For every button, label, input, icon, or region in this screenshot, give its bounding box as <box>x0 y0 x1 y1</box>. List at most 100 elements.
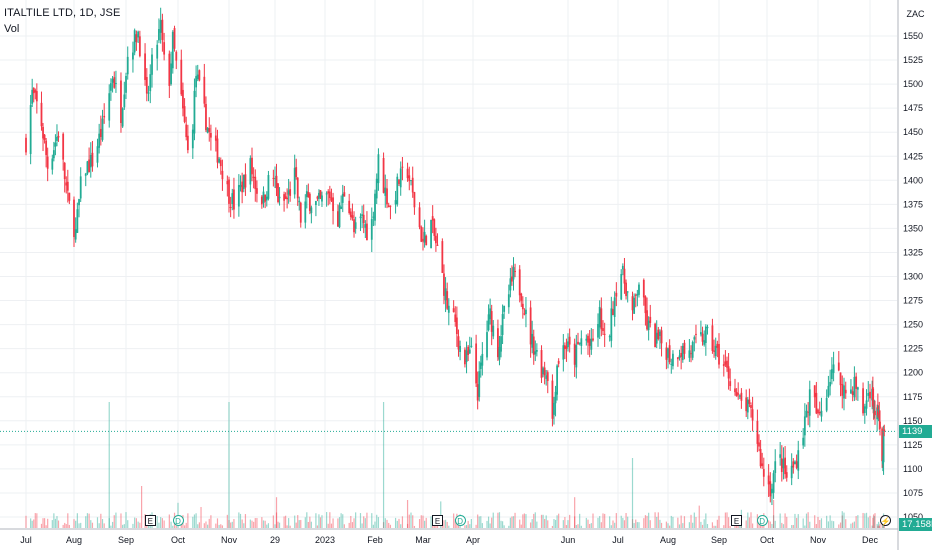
candle-body <box>529 307 532 345</box>
volume-bar <box>869 515 871 528</box>
volume-bar <box>633 523 635 528</box>
candle-body <box>34 90 37 93</box>
volume-bar <box>558 513 560 528</box>
candle-body <box>374 193 376 221</box>
candle-body <box>820 410 823 417</box>
candle-body <box>267 175 270 199</box>
candle-body <box>384 187 387 196</box>
candle-body <box>229 207 232 209</box>
volume-bar <box>480 516 482 528</box>
candle-body <box>745 397 748 412</box>
volume-indicator-label[interactable]: Vol <box>4 23 20 35</box>
candle-body <box>751 409 754 421</box>
candle-body <box>543 367 546 376</box>
x-tick-label: 29 <box>270 535 280 545</box>
candle-body <box>511 276 513 282</box>
candle-body <box>283 194 285 201</box>
volume-bar <box>748 517 750 528</box>
volume-bar <box>599 516 601 528</box>
volume-bar <box>497 512 499 528</box>
currency-badge[interactable]: ZAC <box>906 9 925 19</box>
volume-bar <box>54 518 57 528</box>
candle-body <box>578 342 581 344</box>
volume-bar <box>251 520 253 528</box>
volume-bar <box>706 524 709 528</box>
volume-bar <box>478 516 480 528</box>
volume-bar <box>396 520 398 528</box>
volume-spike-bar <box>275 497 278 528</box>
volume-bar <box>343 524 345 528</box>
volume-bar <box>531 519 533 528</box>
candle-body <box>646 310 648 330</box>
volume-bar <box>511 516 513 528</box>
volume-bar <box>127 520 129 528</box>
candle-body <box>286 197 289 200</box>
candle-body <box>310 207 313 214</box>
candle-body <box>228 179 230 204</box>
volume-bar <box>564 517 566 528</box>
volume-bar <box>256 518 258 528</box>
volume-bar <box>253 521 255 528</box>
candle-body <box>372 216 375 218</box>
volume-bar <box>501 521 504 528</box>
volume-bar <box>57 520 60 528</box>
candle-body <box>769 481 772 497</box>
x-tick-label: Apr <box>466 535 480 545</box>
candle-body <box>678 355 681 358</box>
candle-body <box>375 178 378 199</box>
candle-body <box>759 448 762 467</box>
candle-body <box>613 297 616 318</box>
volume-bar <box>249 519 251 528</box>
candle-body <box>454 314 457 322</box>
y-tick-label: 1300 <box>903 272 923 282</box>
y-tick-label: 1525 <box>903 55 923 65</box>
volume-bar <box>120 513 122 528</box>
candle-body <box>398 179 400 184</box>
volume-bar <box>575 525 577 528</box>
candle-body <box>455 317 458 335</box>
y-tick-label: 1550 <box>903 31 923 41</box>
volume-bar <box>158 522 160 528</box>
candle-body <box>492 325 495 337</box>
candle-body <box>45 140 48 156</box>
volume-bar <box>327 523 329 528</box>
volume-bar <box>660 522 663 528</box>
candle-body <box>580 338 583 346</box>
earnings-icon[interactable]: E <box>432 515 444 526</box>
candle-body <box>655 332 658 344</box>
volume-bar <box>627 516 629 528</box>
volume-bar <box>693 512 695 528</box>
earnings-icon[interactable]: E <box>731 515 743 526</box>
candle-body <box>871 387 874 406</box>
candle-body <box>241 181 244 193</box>
candle-body <box>642 279 645 298</box>
lightning-icon[interactable]: ⚡ <box>879 515 891 526</box>
symbol-title[interactable]: ITALTILE LTD, 1D, JSE <box>4 7 121 19</box>
volume-bar <box>135 518 137 528</box>
candle-body <box>195 76 197 88</box>
candle-body <box>612 309 614 316</box>
x-tick-label: Nov <box>221 535 238 545</box>
volume-bar <box>218 524 220 528</box>
volume-bar <box>326 512 328 528</box>
volume-bar <box>101 519 104 528</box>
candle-body <box>553 402 555 415</box>
volume-bar <box>562 520 564 528</box>
dividend-icon[interactable]: D <box>172 515 184 526</box>
candle-body <box>688 350 691 358</box>
volume-bar <box>65 524 67 528</box>
volume-bar <box>815 524 817 528</box>
volume-bar <box>226 514 228 528</box>
volume-bar <box>275 512 278 528</box>
volume-bar <box>672 516 674 528</box>
volume-bar <box>193 514 196 528</box>
dividend-icon[interactable]: D <box>454 515 466 526</box>
volume-bar <box>412 515 414 528</box>
candle-body <box>25 137 27 153</box>
earnings-icon[interactable]: E <box>144 515 156 526</box>
dividend-icon[interactable]: D <box>756 515 768 526</box>
volume-bar <box>425 517 427 528</box>
volume-bar <box>228 520 230 528</box>
volume-bar <box>779 513 781 528</box>
